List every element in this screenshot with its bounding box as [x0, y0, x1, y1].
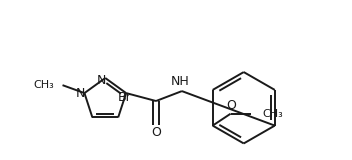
- Text: O: O: [151, 126, 161, 139]
- Text: O: O: [227, 99, 237, 112]
- Text: Br: Br: [117, 91, 131, 104]
- Text: N: N: [76, 87, 85, 100]
- Text: N: N: [96, 73, 106, 87]
- Text: CH₃: CH₃: [263, 109, 283, 119]
- Text: NH: NH: [170, 75, 189, 88]
- Text: CH₃: CH₃: [34, 80, 55, 90]
